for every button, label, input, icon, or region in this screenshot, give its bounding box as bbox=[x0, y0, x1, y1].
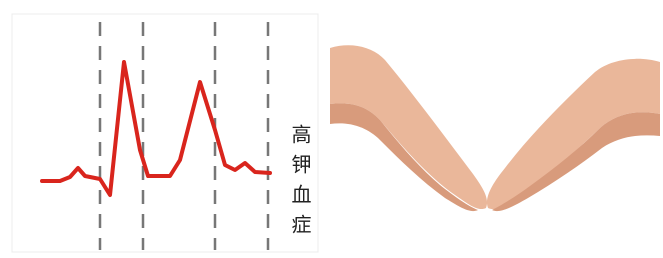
vertical-label: 高钾血症 bbox=[288, 124, 312, 244]
ecg-panel bbox=[12, 14, 318, 252]
figure bbox=[0, 0, 663, 258]
hands-photo bbox=[328, 12, 660, 256]
page: 高钾血症 (() => { const data = JSON.parse(do… bbox=[0, 0, 663, 258]
